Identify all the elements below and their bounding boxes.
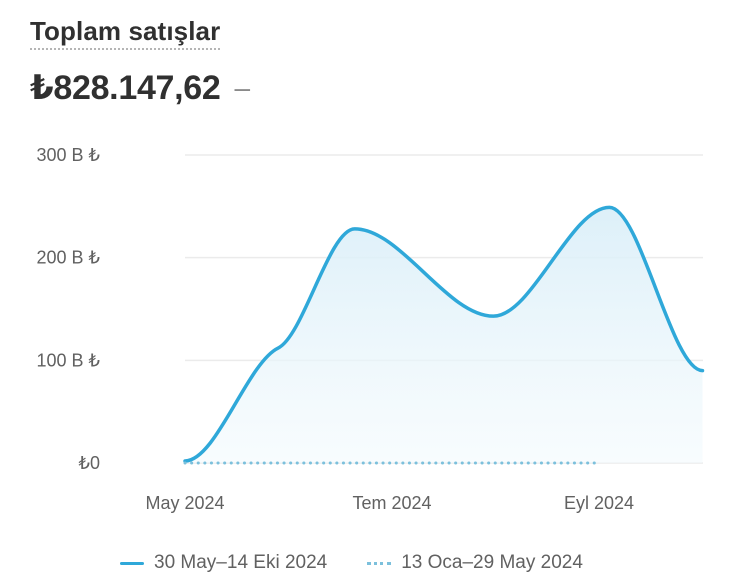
- solid-line-swatch-icon: [120, 561, 144, 565]
- x-tick-label: Tem 2024: [352, 493, 431, 513]
- chart-legend: 30 May–14 Eki 2024 13 Oca–29 May 2024: [120, 552, 583, 574]
- legend-item-current[interactable]: 30 May–14 Eki 2024: [120, 552, 327, 574]
- legend-item-comparison[interactable]: 13 Oca–29 May 2024: [367, 552, 583, 574]
- legend-label-current: 30 May–14 Eki 2024: [154, 552, 328, 573]
- card-title[interactable]: Toplam satışlar: [30, 16, 221, 50]
- total-row: ₺828.147,62 –: [30, 68, 250, 108]
- total-sales-value: ₺828.147,62: [30, 69, 221, 107]
- x-tick-label: Eyl 2024: [564, 493, 634, 513]
- y-axis-labels: 300 B ₺ 200 B ₺ 100 B ₺ ₺0: [37, 145, 101, 473]
- legend-label-comparison: 13 Oca–29 May 2024: [401, 552, 583, 573]
- sales-chart[interactable]: 300 B ₺ 200 B ₺ 100 B ₺ ₺0 May 2024 Tem 2024…: [0, 0, 739, 540]
- dotted-line-swatch-icon: [367, 561, 392, 565]
- y-tick-label: ₺0: [79, 453, 100, 473]
- y-tick-label: 300 B ₺: [37, 145, 101, 165]
- x-axis-labels: May 2024 Tem 2024 Eyl 2024: [145, 493, 634, 513]
- series-area-fill: [185, 207, 703, 463]
- total-change-indicator: –: [234, 72, 251, 103]
- y-tick-label: 200 B ₺: [37, 248, 101, 268]
- y-tick-label: 100 B ₺: [37, 350, 101, 370]
- x-tick-label: May 2024: [145, 493, 224, 513]
- series-line-current[interactable]: [183, 205, 705, 463]
